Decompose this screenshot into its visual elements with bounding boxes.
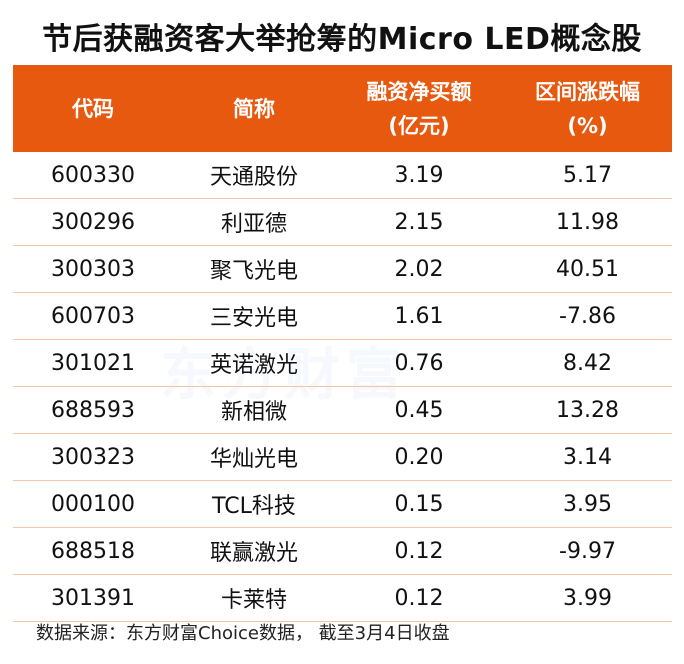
- cell-code: 688593: [51, 397, 135, 423]
- cell-net-buy: 1.61: [394, 303, 444, 329]
- cell-name: 三安光电: [209, 306, 298, 331]
- header-net-buy-line1: 融资净买额: [366, 79, 472, 104]
- table-body: 600330 天通股份 3.19 5.17 300296 利亚德 2.15 11.98 3003…: [13, 152, 672, 622]
- cell-name: 天通股份: [209, 165, 298, 190]
- cell-net-buy: 0.45: [394, 397, 444, 423]
- cell-name: TCL科技: [212, 494, 296, 519]
- cell-net-buy: 0.12: [394, 538, 444, 564]
- cell-code: 688518: [51, 538, 135, 564]
- cell-change: 3.14: [563, 444, 612, 470]
- cell-change: -7.86: [559, 303, 616, 329]
- table-row: 301391 卡莱特 0.12 3.99: [13, 575, 672, 622]
- cell-change: 5.17: [563, 162, 612, 188]
- cell-change: 8.42: [563, 350, 612, 376]
- page-title: 节后获融资客大举抢筹的Micro LED概念股: [42, 22, 642, 57]
- cell-change: 3.95: [563, 491, 612, 517]
- cell-net-buy: 0.15: [394, 491, 444, 517]
- cell-name: 卡莱特: [220, 588, 287, 613]
- cell-code: 301021: [51, 350, 135, 376]
- watermark: 东方财富: [160, 343, 408, 408]
- cell-net-buy: 2.15: [394, 209, 444, 235]
- cell-code: 600330: [51, 162, 135, 188]
- cell-code: 300303: [51, 256, 135, 282]
- header-change-line1: 区间涨跌幅: [535, 79, 640, 104]
- table-row: 600703 三安光电 1.61 -7.86: [13, 293, 672, 340]
- cell-net-buy: 0.76: [394, 350, 444, 376]
- header-change: 区间涨跌幅 (%): [503, 75, 672, 143]
- header-change-line2: (%): [567, 113, 608, 138]
- table-row: 688593 新相微 0.45 13.28: [13, 387, 672, 434]
- header-name: 简称: [233, 96, 275, 121]
- table-header: 代码 简称 融资净买额 (亿元) 区间涨跌幅 (%): [13, 65, 672, 152]
- table-row: 301021 英诺激光 0.76 8.42: [13, 340, 672, 387]
- cell-code: 000100: [51, 491, 135, 517]
- cell-net-buy: 0.12: [394, 585, 444, 611]
- cell-net-buy: 3.19: [394, 162, 444, 188]
- cell-name: 英诺激光: [209, 353, 298, 378]
- cell-net-buy: 2.02: [394, 256, 444, 282]
- cell-code: 600703: [51, 303, 135, 329]
- header-net-buy: 融资净买额 (亿元): [335, 75, 503, 143]
- cell-code: 300296: [51, 209, 135, 235]
- table-row: 688518 联赢激光 0.12 -9.97: [13, 528, 672, 575]
- table-row: 300323 华灿光电 0.20 3.14: [13, 434, 672, 481]
- cell-name: 联赢激光: [209, 541, 298, 566]
- table-row: 000100 TCL科技 0.15 3.95: [13, 481, 672, 528]
- cell-name: 聚飞光电: [209, 259, 298, 284]
- table-row: 300303 聚飞光电 2.02 40.51: [13, 246, 672, 293]
- cell-name: 新相微: [220, 400, 287, 425]
- cell-change: 40.51: [556, 256, 619, 282]
- header-net-buy-line2: (亿元): [388, 113, 450, 138]
- cell-change: 13.28: [556, 397, 619, 423]
- table-row: 300296 利亚德 2.15 11.98: [13, 199, 672, 246]
- header-code: 代码: [72, 96, 114, 121]
- table-row: 600330 天通股份 3.19 5.17: [13, 152, 672, 199]
- data-table: 代码 简称 融资净买额 (亿元) 区间涨跌幅 (%) 600330 天通股份 3.1…: [13, 65, 672, 622]
- cell-change: -9.97: [559, 538, 616, 564]
- cell-change: 3.99: [563, 585, 612, 611]
- cell-name: 华灿光电: [209, 447, 298, 472]
- cell-change: 11.98: [556, 209, 619, 235]
- cell-code: 300323: [51, 444, 135, 470]
- cell-net-buy: 0.20: [394, 444, 444, 470]
- source-note: 数据来源：东方财富Choice数据， 截至3月4日收盘: [36, 623, 450, 644]
- cell-code: 301391: [51, 585, 135, 611]
- cell-name: 利亚德: [220, 212, 287, 237]
